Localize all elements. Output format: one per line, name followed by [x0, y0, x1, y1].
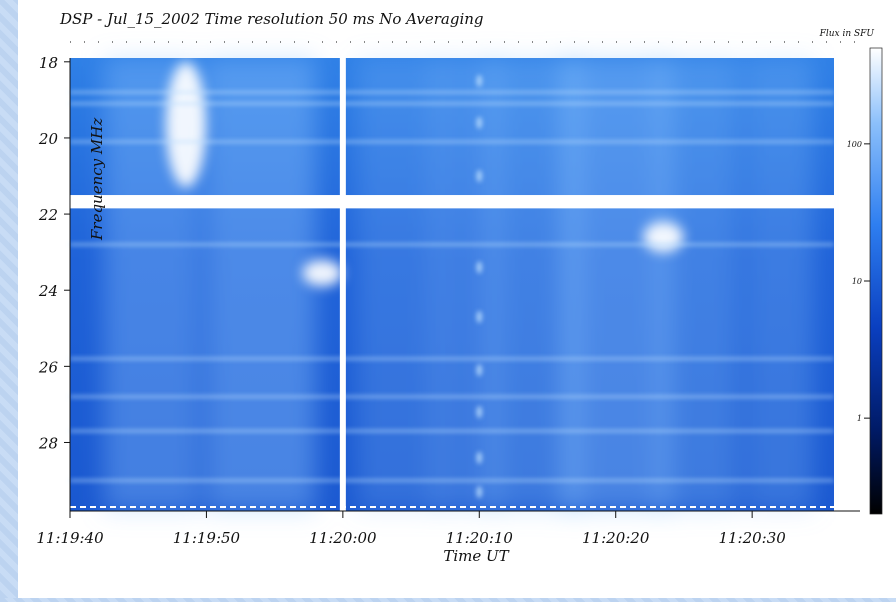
colorbar-tick-label: 1: [857, 414, 862, 423]
drifting-feature: [476, 485, 483, 498]
x-tick-label: 11:20:00: [309, 529, 377, 547]
x-axis-label: Time UT: [443, 547, 509, 565]
bright-burst: [302, 259, 343, 287]
y-tick-label: 26: [38, 358, 59, 376]
emission-streaks: [104, 58, 814, 511]
y-axis-label: Frequency MHz: [88, 118, 106, 241]
chart-title: DSP - Jul_15_2002 Time resolution 50 ms …: [59, 10, 484, 28]
y-tick-label: 24: [38, 282, 58, 300]
emission-streak: [656, 58, 739, 511]
colorbar-title: Flux in SFU: [819, 29, 875, 39]
drifting-feature: [476, 74, 483, 87]
drifting-feature: [476, 261, 483, 274]
x-tick-label: 11:20:30: [718, 529, 786, 547]
emission-streak: [356, 58, 439, 511]
drifting-feature: [476, 364, 483, 377]
drifting-feature: [476, 170, 483, 183]
spectrogram-chart: DSP - Jul_15_2002 Time resolution 50 ms …: [36, 10, 883, 565]
drifting-feature: [476, 116, 483, 129]
emission-streak: [206, 58, 316, 511]
drifting-feature: [476, 310, 483, 323]
colorbar-ticks: 100 10 1: [847, 140, 870, 423]
bright-burst: [643, 221, 684, 253]
spectrogram-figure: DSP - Jul_15_2002 Time resolution 50 ms …: [18, 0, 896, 598]
y-tick-label: 20: [38, 130, 59, 148]
colorbar-tick-label: 100: [847, 140, 862, 149]
axes: 18 20 22 24 26 28 11:19:40 11:19:50 11:20:00 11:2…: [36, 41, 860, 547]
colorbar-tick-label: 10: [852, 277, 862, 286]
x-tick-label: 11:19:50: [173, 529, 241, 547]
bright-burst: [165, 61, 206, 188]
x-tick-label: 11:20:20: [582, 529, 650, 547]
time-data-gap: [339, 58, 346, 511]
drifting-feature: [476, 451, 483, 464]
colorbar: [869, 47, 883, 515]
drifting-feature: [476, 406, 483, 419]
x-tick-label: 11:20:10: [446, 529, 514, 547]
interference-lines: [70, 74, 834, 498]
emission-streak: [745, 58, 814, 511]
y-tick-label: 18: [39, 54, 58, 72]
spectrogram-plot: [70, 58, 834, 511]
frequency-data-gap: [70, 195, 834, 209]
x-tick-label: 11:19:40: [36, 529, 104, 547]
y-tick-label: 22: [38, 206, 58, 224]
y-tick-label: 28: [38, 434, 58, 452]
emission-streak: [561, 58, 671, 511]
